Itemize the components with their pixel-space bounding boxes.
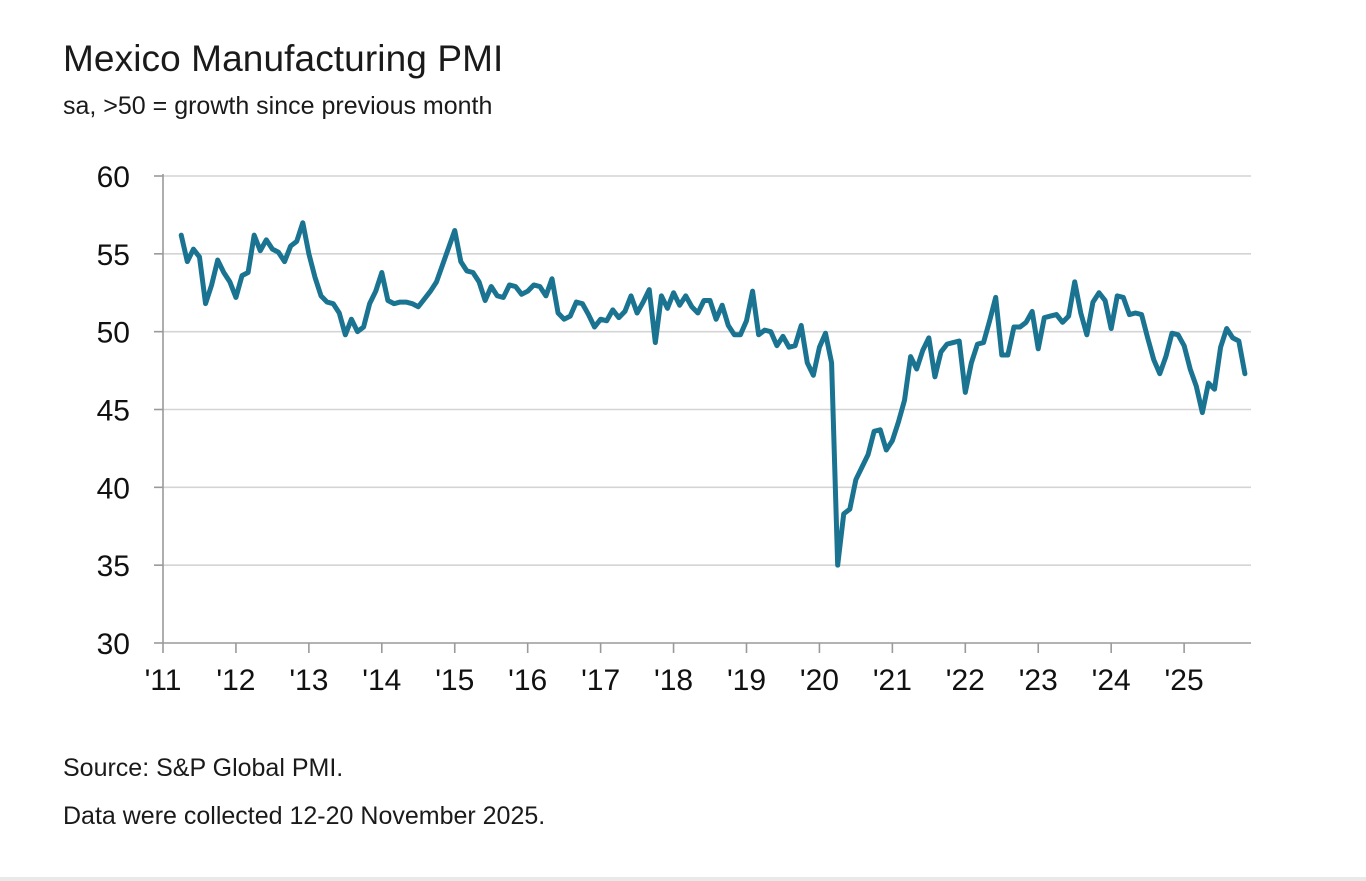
bottom-border (0, 877, 1366, 881)
x-tick-label-2021: '21 (873, 664, 912, 697)
x-tick-label-2018: '18 (654, 664, 693, 697)
source-note: Source: S&P Global PMI. (63, 754, 344, 782)
x-tick-label-2016: '16 (508, 664, 547, 697)
collection-note: Data were collected 12-20 November 2025. (63, 802, 546, 830)
chart-subtitle: sa, >50 = growth since previous month (63, 92, 493, 120)
x-tick-label-2012: '12 (216, 664, 255, 697)
y-tick-label-50: 50 (97, 317, 130, 350)
x-tick-label-2019: '19 (727, 664, 766, 697)
x-tick-label-2013: '13 (289, 664, 328, 697)
series-line-0 (178, 220, 1248, 568)
x-tick-label-2017: '17 (581, 664, 620, 697)
x-tick-label-2023: '23 (1019, 664, 1058, 697)
x-tick-label-2011: '11 (145, 664, 182, 697)
chart-title: Mexico Manufacturing PMI (63, 38, 504, 79)
series (178, 220, 1248, 568)
y-tick-label-35: 35 (97, 550, 130, 583)
x-tick-label-2015: '15 (435, 664, 474, 697)
y-tick-label-40: 40 (97, 472, 130, 505)
y-tick-label-30: 30 (97, 628, 130, 661)
y-tick-label-45: 45 (97, 395, 130, 428)
y-tick-label-60: 60 (97, 161, 130, 194)
x-tick-label-2022: '22 (946, 664, 985, 697)
x-tick-label-2020: '20 (800, 664, 839, 697)
x-tick-label-2024: '24 (1092, 664, 1131, 697)
gridlines (163, 175, 1251, 566)
x-axis-ticks: '11 '12 '13 '14 '15 '16 '17 '18 '19 '20 '21 '22 '23 '… (145, 643, 1204, 697)
x-tick-label-2025: '25 (1165, 664, 1204, 697)
y-tick-label-55: 55 (97, 239, 130, 272)
y-axis-ticks: 30 35 40 45 50 55 60 (97, 161, 163, 661)
axes (162, 174, 1251, 644)
x-tick-label-2014: '14 (362, 664, 401, 697)
